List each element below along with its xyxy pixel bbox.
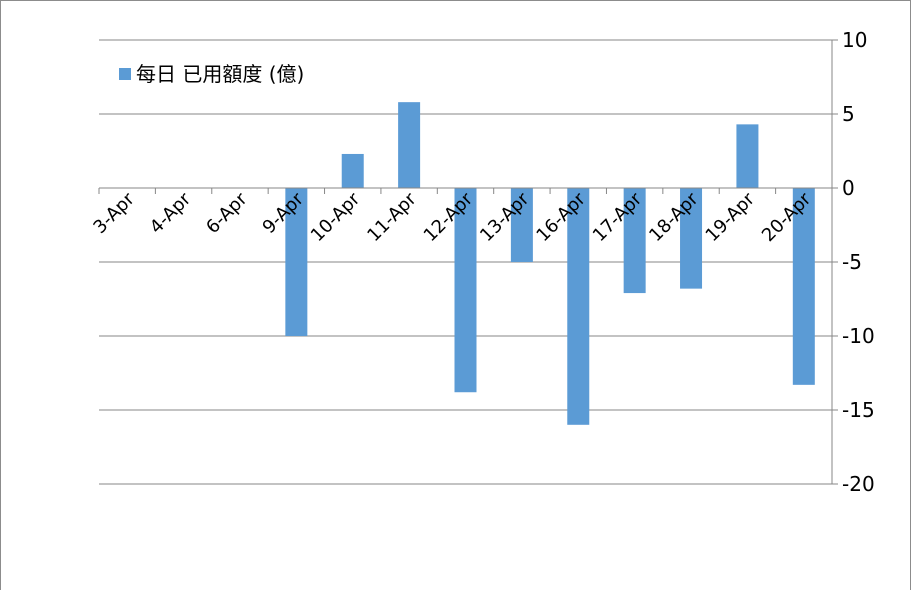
bar-12-Apr <box>454 188 477 393</box>
legend-swatch <box>119 68 131 80</box>
bar-16-Apr <box>567 188 590 425</box>
y-tick-label: -20 <box>842 472 875 496</box>
x-tick-label: 19-Apr <box>702 188 760 246</box>
bar-18-Apr <box>680 188 703 289</box>
bar-19-Apr <box>736 124 759 188</box>
y-tick-label: 0 <box>842 176 855 200</box>
y-tick-label: 5 <box>842 102 855 126</box>
x-tick-label: 11-Apr <box>363 188 421 246</box>
x-tick-label: 3-Apr <box>89 188 139 238</box>
bar-13-Apr <box>510 188 533 262</box>
bar-20-Apr <box>792 188 815 385</box>
axes <box>98 40 833 484</box>
legend: 每日 已用額度 (億) <box>119 62 304 86</box>
y-tick-label: -15 <box>842 398 875 422</box>
bar-10-Apr <box>341 153 364 188</box>
x-tick-label: 4-Apr <box>146 188 196 238</box>
y-tick-labels: 10 5 0 -5 -10 -15 -20 <box>842 28 875 496</box>
x-tick-label: 6-Apr <box>202 188 252 238</box>
bar-17-Apr <box>623 188 646 294</box>
x-tick-label: 10-Apr <box>307 188 365 246</box>
bar-11-Apr <box>398 102 421 188</box>
y-tick-label: -10 <box>842 324 875 348</box>
bars <box>285 102 815 425</box>
legend-label: 每日 已用額度 (億) <box>136 62 304 86</box>
bar-9-Apr <box>285 188 308 336</box>
y-tick-label: 10 <box>842 28 867 52</box>
y-tick-label: -5 <box>842 250 862 274</box>
x-tick-labels: 3-Apr 4-Apr 6-Apr 9-Apr10-Apr11-Apr12-Apr13… <box>89 188 815 246</box>
